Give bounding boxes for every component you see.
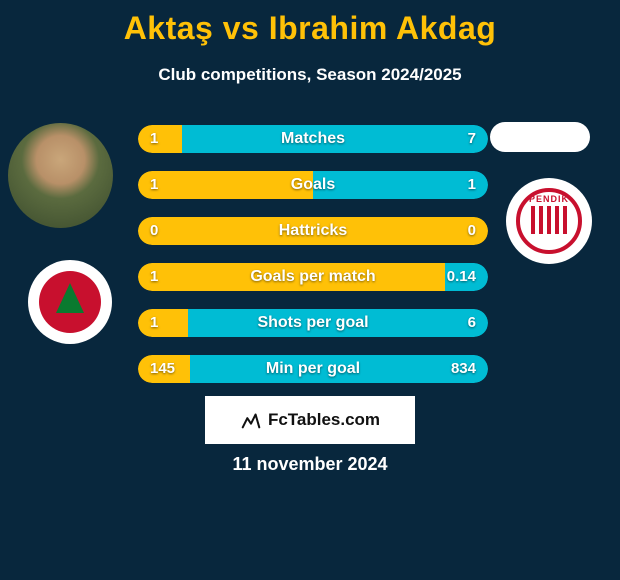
stat-row: 16Shots per goal: [138, 309, 488, 337]
club-left-badge: [28, 260, 112, 344]
stats-bars: 17Matches 11Goals 00Hattricks 10.14Goals pe…: [138, 125, 488, 401]
tree-icon: [56, 283, 84, 313]
stat-label: Goals per match: [138, 263, 488, 291]
player-right-avatar: [490, 122, 590, 152]
stripes-icon: [531, 206, 567, 234]
subtitle: Club competitions, Season 2024/2025: [0, 65, 620, 85]
club-right-badge-inner: PENDIK: [516, 188, 582, 254]
stat-label: Shots per goal: [138, 309, 488, 337]
site-badge: FcTables.com: [205, 396, 415, 444]
stat-label: Hattricks: [138, 217, 488, 245]
stat-row: 11Goals: [138, 171, 488, 199]
stat-row: 00Hattricks: [138, 217, 488, 245]
site-logo-icon: [240, 409, 262, 431]
club-left-badge-inner: [39, 271, 101, 333]
stat-label: Goals: [138, 171, 488, 199]
stat-row: 145834Min per goal: [138, 355, 488, 383]
page-title: Aktaş vs Ibrahim Akdag: [0, 0, 620, 47]
club-right-text: PENDIK: [529, 194, 569, 204]
footer-date: 11 november 2024: [0, 454, 620, 475]
stat-label: Min per goal: [138, 355, 488, 383]
club-right-badge: PENDIK: [506, 178, 592, 264]
stat-row: 17Matches: [138, 125, 488, 153]
stat-row: 10.14Goals per match: [138, 263, 488, 291]
site-badge-text: FcTables.com: [268, 410, 380, 430]
player-left-avatar: [8, 123, 113, 228]
stat-label: Matches: [138, 125, 488, 153]
